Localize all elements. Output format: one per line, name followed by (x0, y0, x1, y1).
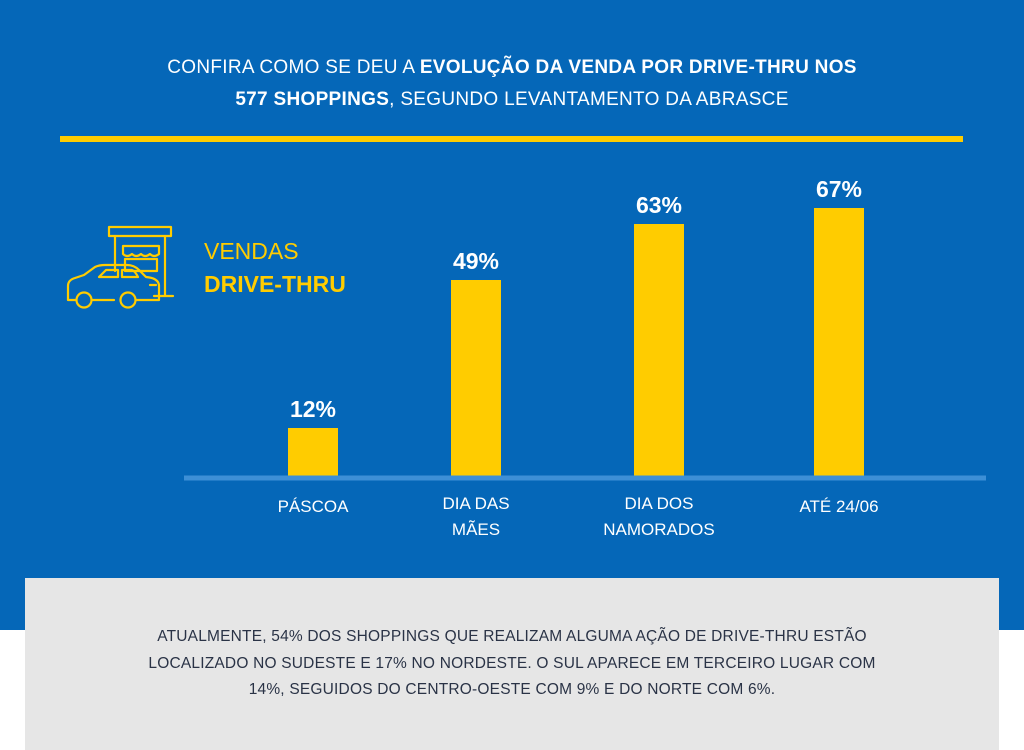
bar-value-label-1: 12% (290, 396, 336, 422)
category-label-3-line-2: NAMORADOS (603, 520, 714, 539)
bar-1 (288, 428, 338, 476)
bar-value-label-3: 63% (636, 192, 682, 218)
note-line-2: LOCALIZADO NO SUDESTE E 17% NO NORDESTE.… (148, 654, 876, 672)
note-panel: ATUALMENTE, 54% DOS SHOPPINGS QUE REALIZ… (25, 578, 999, 750)
category-label-4: ATÉ 24/06 (799, 497, 878, 516)
bar-series (288, 208, 864, 476)
category-label-3-line-1: DIA DOS (625, 494, 694, 513)
yellow-divider (60, 136, 963, 142)
bar-value-label-2: 49% (453, 248, 499, 274)
note-text: ATUALMENTE, 54% DOS SHOPPINGS QUE REALIZ… (25, 624, 999, 704)
category-labels: PÁSCOA DIA DAS MÃES DIA DOS NAMORADOS ATÉ 24/… (278, 494, 879, 539)
note-line-1: ATUALMENTE, 54% DOS SHOPPINGS QUE REALIZ… (157, 628, 867, 645)
bar-4 (814, 208, 864, 476)
drive-thru-car-icon (66, 225, 175, 309)
headline-line-2-normal: , SEGUNDO LEVANTAMENTO DA ABRASCE (389, 89, 789, 110)
bar-value-label-4: 67% (816, 176, 862, 202)
headline-line-1: CONFIRA COMO SE DEU A EVOLUÇÃO DA VENDA … (60, 52, 964, 84)
bar-2 (451, 280, 501, 476)
bar-value-labels: 12% 49% 63% 67% (290, 176, 862, 422)
headline-line-1-normal: CONFIRA COMO SE DEU A (167, 57, 420, 78)
brand-title-line-1: VENDAS (204, 238, 299, 264)
category-label-1: PÁSCOA (278, 497, 350, 516)
brand-block: VENDAS DRIVE-THRU (62, 222, 382, 322)
headline-line-2: 577 SHOPPINGS, SEGUNDO LEVANTAMENTO DA A… (60, 84, 964, 116)
category-label-2-line-1: DIA DAS (442, 494, 509, 513)
category-label-2-line-2: MÃES (452, 520, 500, 539)
headline: CONFIRA COMO SE DEU A EVOLUÇÃO DA VENDA … (60, 52, 964, 116)
note-line-3: 14%, SEGUIDOS DO CENTRO-OESTE COM 9% E D… (248, 681, 776, 698)
brand-title-line-2: DRIVE-THRU (204, 271, 346, 297)
drive-thru-bar-chart: 12% 49% 63% 67% PÁSCOA DIA DAS MÃES DIA DOS NAM… (184, 176, 986, 539)
headline-line-2-bold: 577 SHOPPINGS (235, 89, 390, 110)
bar-3 (634, 224, 684, 476)
headline-line-1-bold: EVOLUÇÃO DA VENDA POR DRIVE-THRU NOS (419, 57, 857, 78)
